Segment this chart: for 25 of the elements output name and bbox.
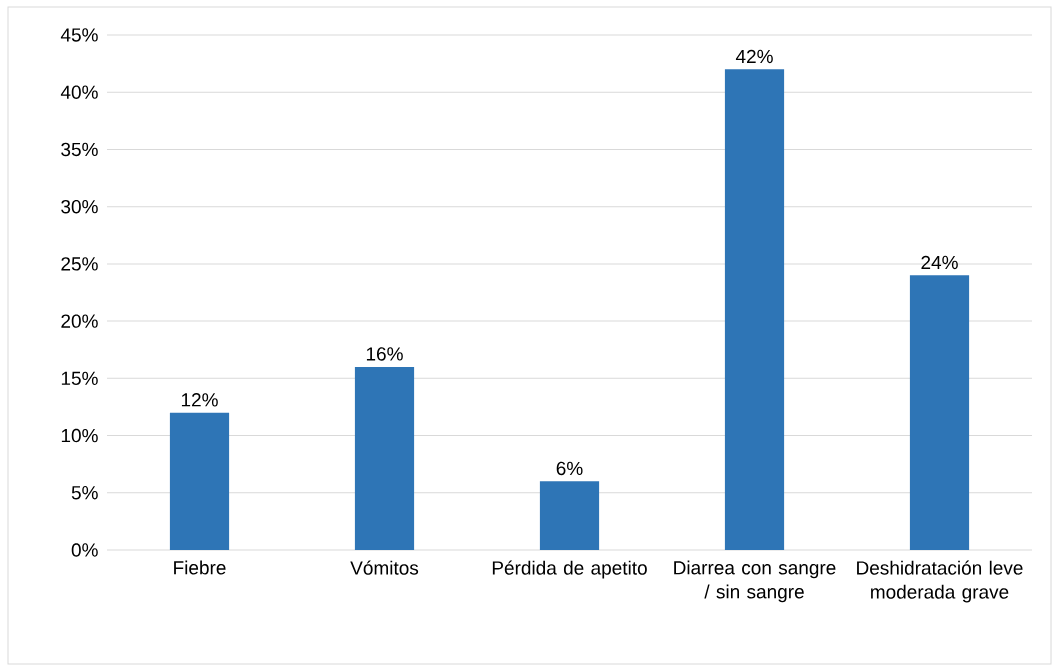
y-tick-label: 5%: [71, 486, 98, 500]
y-tick-label: 10%: [61, 428, 98, 443]
x-tick-label: Fiebre: [174, 560, 226, 575]
bar: [354, 366, 415, 550]
y-tick-label: 35%: [61, 142, 98, 157]
y-tick-label: 40%: [60, 85, 98, 99]
y-tick-label: 30%: [61, 199, 98, 214]
x-tick-label: Diarrea con sangre / sin sangre: [674, 560, 836, 603]
x-tick-label: Deshidratación leve moderada grave: [857, 560, 1023, 603]
y-tick-label: 20%: [61, 314, 98, 328]
data-label: 6%: [556, 461, 583, 476]
bar: [909, 275, 970, 550]
bar: [724, 69, 785, 550]
y-tick-label: 45%: [60, 28, 98, 42]
x-tick-label: Vómitos: [350, 560, 419, 575]
data-label: 24%: [921, 255, 958, 270]
y-tick-label: 25%: [61, 257, 98, 271]
data-label: 12%: [181, 393, 218, 407]
y-tick-label: 15%: [61, 371, 98, 386]
x-tick-label: Pérdida de apetito: [492, 560, 647, 579]
data-label: 16%: [366, 347, 403, 361]
data-label: 42%: [735, 49, 773, 64]
bar: [169, 412, 230, 550]
y-tick-label: 0%: [71, 543, 98, 557]
bar: [539, 481, 600, 550]
